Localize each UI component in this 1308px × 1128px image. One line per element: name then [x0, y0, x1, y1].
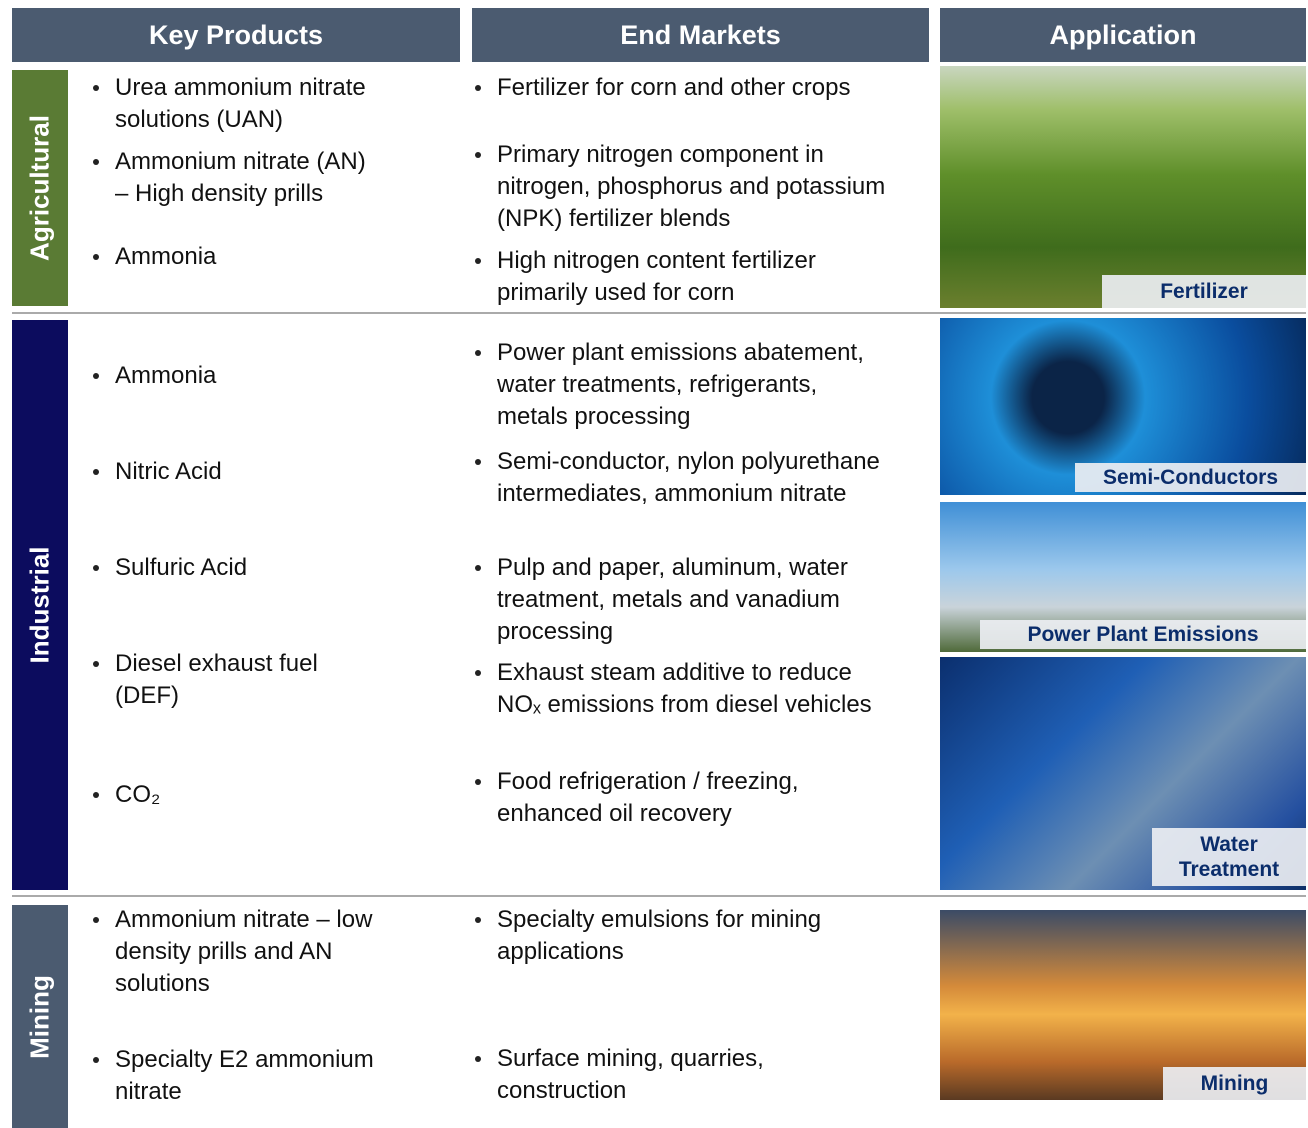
product-text: Ammonia [115, 362, 217, 389]
bullet [93, 661, 99, 667]
image-mining: Mining [940, 910, 1306, 1100]
bullet [93, 1057, 99, 1063]
column-header: Application [940, 8, 1306, 62]
market-text: Primary nitrogen component in nitrogen, … [497, 141, 886, 232]
bullet [475, 152, 481, 158]
image-water-treatment: Water Treatment [940, 657, 1306, 890]
bullet [475, 350, 481, 356]
product-text: Sulfuric Acid [115, 554, 248, 581]
image-caption: Water Treatment [1152, 828, 1306, 886]
product-text: Ammonium nitrate (AN) – High density pri… [115, 148, 366, 207]
divider [12, 312, 1306, 314]
bullet [475, 779, 481, 785]
column-header: Key Products [12, 8, 460, 62]
product-text: CO₂ [115, 781, 161, 808]
image-caption: Semi-Conductors [1075, 463, 1306, 492]
column-header: End Markets [472, 8, 929, 62]
divider [12, 895, 1306, 897]
market-text: Exhaust steam additive to reduce NOₓ emi… [497, 659, 872, 718]
product-text: Ammonium nitrate – low density prills an… [115, 906, 373, 997]
bullet [93, 159, 99, 165]
bullet [475, 258, 481, 264]
market-text: Semi-conductor, nylon polyurethane inter… [497, 448, 880, 507]
bullet [93, 917, 99, 923]
section-label: Mining [24, 974, 55, 1059]
bullet [93, 469, 99, 475]
bullet [475, 670, 481, 676]
image-caption: Power Plant Emissions [980, 620, 1306, 649]
section-label: Industrial [24, 546, 55, 664]
product-text: Nitric Acid [115, 458, 222, 485]
bullet [475, 1056, 481, 1062]
image-semiconductors: Semi-Conductors [940, 318, 1306, 495]
section-band: Mining [12, 905, 68, 1128]
bullet [93, 792, 99, 798]
bullet [93, 85, 99, 91]
market-text: Fertilizer for corn and other crops [497, 74, 851, 101]
bullet [93, 254, 99, 260]
bullet [475, 459, 481, 465]
product-text: Diesel exhaust fuel (DEF) [115, 650, 318, 709]
bullet [93, 373, 99, 379]
product-text: Ammonia [115, 243, 217, 270]
section-label: Agricultural [24, 115, 55, 261]
product-text: Urea ammonium nitrate solutions (UAN) [115, 74, 366, 133]
product-text: Specialty E2 ammonium nitrate [115, 1046, 374, 1105]
image-caption: Fertilizer [1102, 275, 1306, 308]
market-text: Food refrigeration / freezing, enhanced … [497, 768, 799, 827]
image-caption: Mining [1163, 1067, 1306, 1100]
bullet [93, 565, 99, 571]
market-text: Pulp and paper, aluminum, water treatmen… [497, 554, 848, 645]
bullet [475, 85, 481, 91]
market-text: High nitrogen content fertilizer primari… [497, 247, 816, 306]
section-band: Agricultural [12, 70, 68, 306]
image-power-plant: Power Plant Emissions [940, 502, 1306, 652]
market-text: Power plant emissions abatement, water t… [497, 339, 864, 430]
bullet [475, 565, 481, 571]
section-band: Industrial [12, 320, 68, 890]
market-text: Specialty emulsions for mining applicati… [497, 906, 822, 965]
bullet [475, 917, 481, 923]
image-fertilizer: Fertilizer [940, 66, 1306, 308]
market-text: Surface mining, quarries, construction [497, 1045, 764, 1104]
